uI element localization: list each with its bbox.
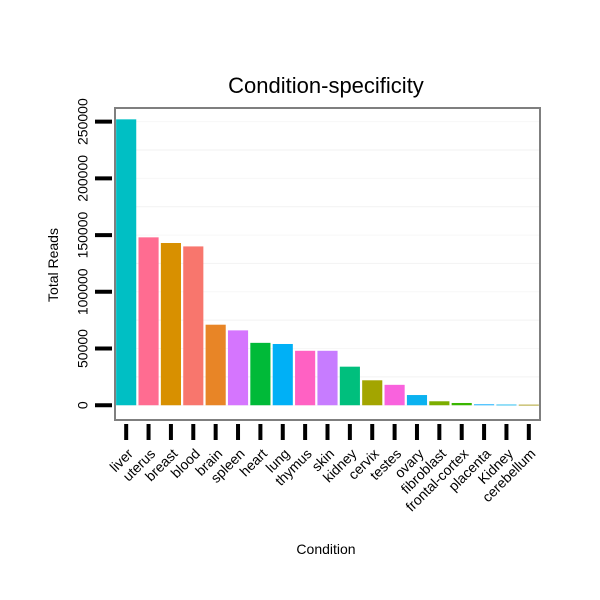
plot-area [114, 107, 541, 421]
y-axis: 0 50000 100000 150000 200000 250000 [75, 98, 112, 409]
plot-border [114, 107, 541, 421]
bar-skin [317, 350, 338, 406]
y-axis-title: Total Reads [45, 228, 61, 302]
chart-title: Condition-specificity [228, 73, 424, 98]
y-tick-label: 250000 [75, 98, 91, 145]
bar-brain [205, 324, 226, 406]
bar-lung [272, 343, 293, 406]
bar-liver [116, 119, 137, 406]
x-axis: liveruterusbreastbloodbrainspleenheartlu… [106, 424, 539, 515]
bar-breast [160, 243, 181, 406]
y-tick-label: 150000 [75, 211, 91, 258]
bar-cervix [362, 380, 383, 406]
y-tick-label: 100000 [75, 268, 91, 315]
bar-ovary [406, 395, 428, 406]
bar-kidney [496, 404, 517, 406]
bar-frontal-cortex [451, 402, 472, 406]
y-tick-label: 50000 [75, 329, 91, 368]
bar-placenta [474, 404, 495, 406]
bar-testes [384, 384, 405, 406]
bar-heart [250, 342, 271, 406]
y-tick-label: 0 [75, 401, 91, 409]
y-tick-label: 200000 [75, 155, 91, 202]
bar-uterus [138, 237, 159, 406]
bar-blood [183, 246, 204, 406]
bar-fibroblast [429, 401, 450, 406]
bar-spleen [227, 330, 249, 406]
bar-kidney [339, 366, 360, 406]
bar-thymus [295, 350, 316, 406]
x-axis-title: Condition [296, 541, 355, 557]
bar-cerebellum [518, 404, 539, 406]
